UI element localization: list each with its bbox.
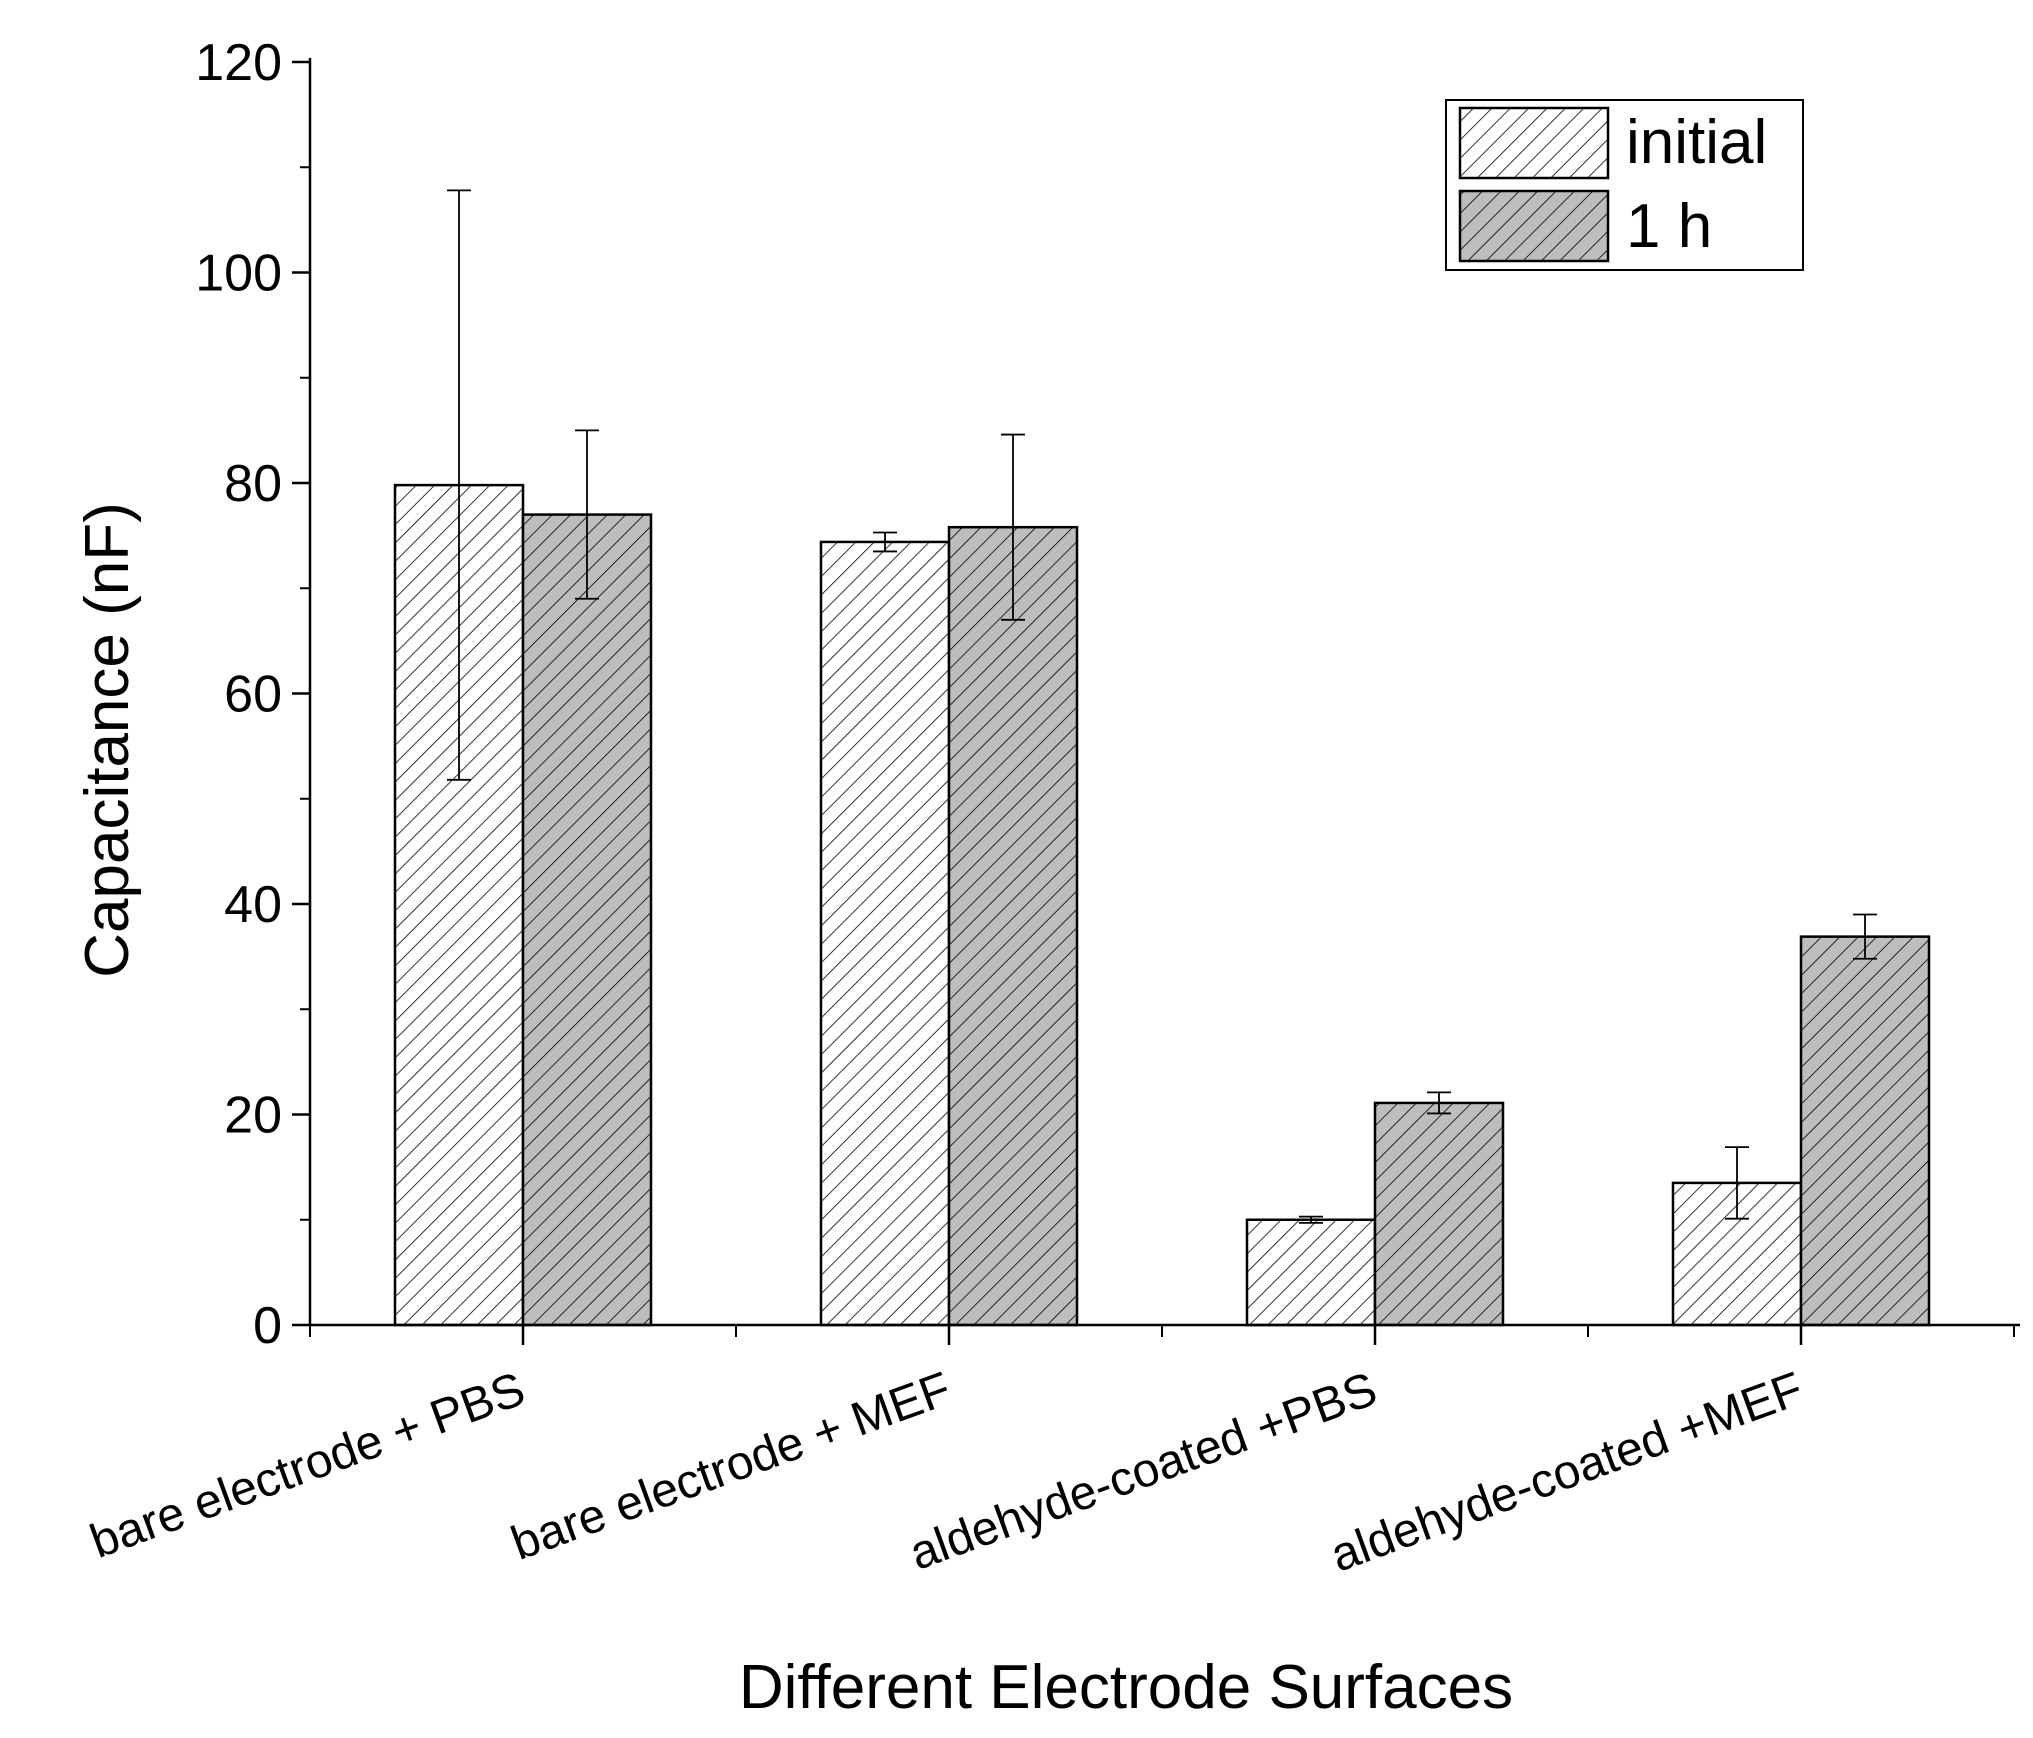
legend-label-initial: initial xyxy=(1626,108,1767,177)
legend-label-1h: 1 h xyxy=(1626,192,1712,261)
y-tick-label-1: 20 xyxy=(224,1087,282,1145)
y-tick-label-3: 60 xyxy=(224,666,282,724)
bar-1h-1 xyxy=(947,525,1079,1327)
y-axis-title: Capacitance (nF) xyxy=(73,502,142,978)
y-tick-label-6: 120 xyxy=(195,34,282,92)
x-tick-label-3: aldehyde-coated +MEF xyxy=(1324,1363,1810,1583)
bars-group xyxy=(393,483,1931,1327)
y-tick-label-2: 40 xyxy=(224,876,282,934)
error-bars-group xyxy=(447,189,1877,1224)
x-tick-label-0: bare electrode + PBS xyxy=(84,1363,532,1569)
bar-initial-2 xyxy=(1245,1218,1377,1327)
y-tick-label-0: 0 xyxy=(253,1297,282,1355)
x-tick-label-1: bare electrode + MEF xyxy=(505,1363,958,1571)
y-tick-label-4: 80 xyxy=(224,455,282,513)
bar-1h-3 xyxy=(1799,935,1931,1327)
bar-1h-2 xyxy=(1373,1101,1505,1327)
x-tick-label-2: aldehyde-coated +PBS xyxy=(903,1363,1384,1581)
legend-swatch-initial xyxy=(1458,106,1610,180)
legend: initial 1 h xyxy=(1445,99,1804,271)
bar-1h-0 xyxy=(521,513,653,1327)
legend-swatch-1h xyxy=(1458,189,1610,263)
x-axis-title: Different Electrode Surfaces xyxy=(739,1653,1513,1722)
bar-initial-1 xyxy=(819,540,951,1327)
y-tick-label-5: 100 xyxy=(195,245,282,303)
